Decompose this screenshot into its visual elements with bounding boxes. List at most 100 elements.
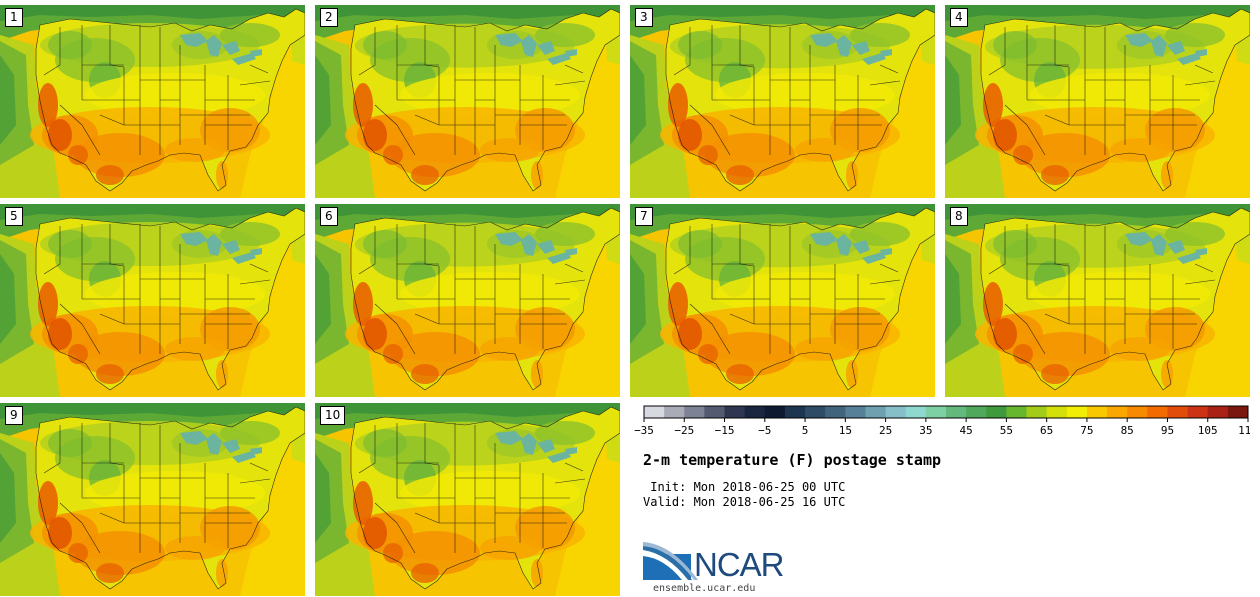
colorbar-tick-label: 5	[802, 424, 809, 437]
temperature-zone	[75, 332, 165, 376]
ocean-zone	[315, 254, 331, 344]
panel-label: 9	[5, 406, 23, 425]
hot-zone	[363, 119, 387, 151]
coastline	[350, 207, 620, 391]
panel-label: 5	[5, 207, 23, 226]
temperature-zone	[531, 360, 543, 388]
ocean-zone	[1185, 35, 1250, 198]
great-lake	[222, 41, 240, 55]
state-border	[1004, 104, 1028, 126]
state-border	[1184, 279, 1216, 285]
great-lake	[250, 49, 262, 57]
temperature-map	[0, 204, 305, 397]
temperature-zone	[678, 31, 722, 59]
hot-zone	[668, 282, 688, 326]
colorbar-swatch	[1147, 406, 1168, 418]
state-border	[81, 124, 101, 156]
great-lake	[862, 53, 886, 65]
panel-label: 7	[635, 207, 653, 226]
colorbar-swatch	[1066, 406, 1088, 418]
colorbar-tick-label: −25	[674, 424, 694, 437]
colorbar-swatch	[805, 406, 826, 418]
state-border	[239, 80, 271, 86]
hot-zone	[96, 165, 124, 185]
hot-zone	[726, 165, 754, 185]
coastline	[35, 406, 305, 590]
temperature-zone	[678, 230, 722, 258]
boundary-lines	[350, 8, 620, 192]
state-border	[249, 64, 269, 74]
great-lake	[1177, 53, 1201, 65]
colorbar-swatch	[946, 406, 967, 418]
temperature-zone	[830, 108, 890, 152]
temperature-map	[315, 204, 620, 397]
hot-zone	[698, 145, 718, 165]
great-lake	[1151, 234, 1167, 256]
colorbar-swatch	[664, 406, 685, 418]
boundary-lines	[35, 406, 305, 590]
hot-zone	[38, 282, 58, 326]
hot-zone	[38, 481, 58, 525]
colorbar-swatch	[966, 406, 987, 418]
great-lake	[1167, 240, 1185, 254]
state-border	[1194, 263, 1214, 273]
hot-zone	[1013, 344, 1033, 364]
temperature-zone	[715, 73, 895, 117]
temperature-zone	[1145, 108, 1205, 152]
temperature-zone	[1030, 73, 1210, 117]
temperature-zone	[48, 31, 92, 59]
colorbar-swatch	[845, 406, 866, 418]
great-lake	[537, 240, 555, 254]
temperature-zone	[75, 133, 165, 177]
coastline	[35, 8, 305, 192]
state-border	[99, 512, 125, 524]
great-lake	[1177, 252, 1201, 264]
temperature-zone	[846, 161, 858, 189]
great-lake	[565, 248, 577, 256]
temperature-zone	[165, 337, 225, 361]
panel-label: 8	[950, 207, 968, 226]
colorbar-tick-label: 75	[1080, 424, 1093, 437]
great-lake	[1195, 248, 1207, 256]
ocean-zone	[315, 55, 331, 145]
hot-zone	[983, 282, 1003, 326]
hot-zone	[363, 318, 387, 350]
great-lake	[232, 53, 256, 65]
state-border	[59, 104, 83, 126]
coastline	[350, 8, 620, 192]
temperature-zone	[48, 429, 92, 457]
colorbar-swatch	[825, 406, 846, 418]
temperature-zone	[535, 23, 595, 47]
cool-zone	[630, 204, 935, 220]
great-lake	[232, 451, 256, 463]
hot-zone	[383, 344, 403, 364]
map-panel: 2	[315, 5, 620, 198]
state-border	[239, 478, 271, 484]
temperature-zone	[390, 332, 480, 376]
ocean-zone	[870, 35, 935, 198]
cool-zone	[0, 403, 305, 419]
hot-zone	[68, 145, 88, 165]
state-border	[554, 80, 586, 86]
state-border	[673, 27, 691, 76]
map-panel: 7	[630, 204, 935, 397]
state-border	[59, 502, 83, 524]
valid-time: Valid: Mon 2018-06-25 16 UTC	[643, 495, 846, 509]
state-border	[81, 522, 101, 554]
cool-zone	[945, 5, 1250, 21]
temperature-zone	[1165, 23, 1225, 47]
state-border	[414, 114, 440, 126]
colorbar-swatch	[764, 406, 786, 418]
hot-zone	[96, 563, 124, 583]
state-border	[1194, 64, 1214, 74]
state-border	[81, 323, 101, 355]
colorbar-swatch	[885, 406, 907, 418]
hot-zone	[993, 318, 1017, 350]
colorbar-swatch	[925, 406, 947, 418]
temperature-zone	[850, 222, 910, 246]
boundary-lines	[35, 8, 305, 192]
colorbar-graphic: −35 −25 −15 −5 5 15 25 35 45 55 65 75 85 95 105 115	[634, 405, 1250, 437]
state-border	[396, 323, 416, 355]
state-border	[43, 425, 61, 474]
state-border	[99, 114, 125, 126]
